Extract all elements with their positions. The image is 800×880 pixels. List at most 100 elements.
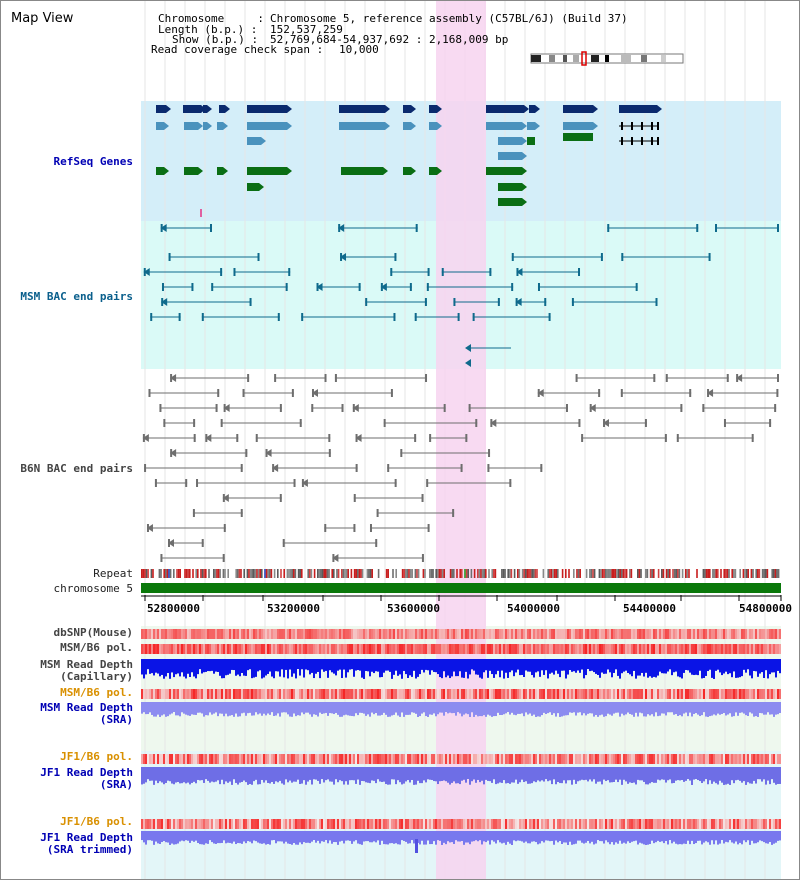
track-label-msm-bac[interactable]: MSM BAC end pairs — [20, 290, 133, 303]
heat-cell — [215, 819, 217, 829]
depth-bar — [141, 702, 143, 714]
heat-cell — [529, 754, 531, 764]
depth-bar — [357, 702, 359, 716]
depth-bar — [727, 659, 729, 675]
heat-cell — [433, 644, 435, 654]
depth-bar — [579, 702, 581, 713]
repeat-segment — [467, 569, 469, 578]
heat-cell — [765, 629, 767, 639]
gene-exon — [498, 198, 522, 206]
heat-cell — [417, 689, 419, 699]
track-label-jf1-b6-pol-2[interactable]: JF1/B6 pol. — [60, 815, 133, 828]
depth-bar — [149, 767, 151, 781]
track-label-msm-read-depth-sra[interactable]: MSM Read Depth — [40, 701, 133, 714]
bac-end — [390, 389, 393, 397]
depth-bar — [501, 831, 503, 844]
depth-bar — [445, 659, 447, 678]
repeat-segment — [165, 569, 167, 578]
heat-cell — [597, 644, 599, 654]
track-label-refseq[interactable]: RefSeq Genes — [53, 155, 133, 168]
depth-bar — [351, 659, 353, 670]
depth-bar — [189, 831, 191, 843]
heat-cell — [159, 644, 161, 654]
depth-bar — [413, 702, 415, 713]
heat-cell — [391, 629, 393, 639]
depth-bar — [755, 659, 757, 672]
repeat-segment — [430, 569, 433, 578]
bac-end — [193, 434, 196, 442]
depth-bar — [389, 702, 391, 717]
depth-bar — [157, 767, 159, 784]
depth-bar — [441, 767, 443, 781]
depth-bar — [743, 702, 745, 714]
bac-end — [285, 283, 288, 291]
heat-cell — [559, 819, 561, 829]
depth-bar — [717, 702, 719, 714]
heat-cell — [253, 689, 255, 699]
heat-cell — [181, 754, 183, 764]
heat-cell — [443, 629, 445, 639]
heat-cell — [339, 819, 341, 829]
bac-end — [393, 313, 396, 321]
heat-cell — [755, 644, 757, 654]
depth-bar — [239, 767, 241, 783]
depth-bar — [227, 702, 229, 717]
heat-cell — [319, 819, 321, 829]
track-label-dbsnp[interactable]: dbSNP(Mouse) — [53, 626, 133, 639]
repeat-segment — [249, 569, 252, 578]
depth-bar — [731, 702, 733, 717]
heat-cell — [581, 754, 583, 764]
track-label-msm-b6-pol-2[interactable]: MSM/B6 pol. — [60, 686, 133, 699]
heat-cell — [329, 644, 331, 654]
bac-end — [414, 313, 417, 321]
track-label-repeat[interactable]: Repeat — [93, 567, 133, 580]
repeat-segment — [224, 569, 226, 578]
depth-bar — [601, 831, 603, 842]
depth-bar — [343, 702, 345, 716]
heat-cell — [709, 629, 711, 639]
heat-cell — [605, 629, 607, 639]
heat-cell — [445, 644, 447, 654]
depth-bar — [237, 831, 239, 844]
heat-cell — [253, 819, 255, 829]
repeat-segment — [213, 569, 215, 578]
depth-bar — [587, 767, 589, 782]
depth-bar — [439, 767, 441, 782]
depth-bar — [583, 659, 585, 679]
track-label-msm-b6-pol[interactable]: MSM/B6 pol. — [60, 641, 133, 654]
track-label-jf1-read-depth-sra[interactable]: JF1 Read Depth — [40, 766, 133, 779]
depth-bar — [659, 831, 661, 842]
track-label-msm-read-depth-capillary[interactable]: MSM Read Depth — [40, 658, 133, 671]
heat-cell — [349, 644, 351, 654]
heat-cell — [389, 689, 391, 699]
heat-cell — [749, 629, 751, 639]
heat-cell — [453, 819, 455, 829]
repeat-segment — [616, 569, 618, 578]
heat-cell — [493, 819, 495, 829]
heat-cell — [339, 689, 341, 699]
depth-bar — [287, 702, 289, 715]
depth-bar — [263, 767, 265, 783]
track-label-jf1-b6-pol[interactable]: JF1/B6 pol. — [60, 750, 133, 763]
heat-cell — [637, 629, 639, 639]
heat-cell — [281, 754, 283, 764]
heat-cell — [207, 754, 209, 764]
heat-cell — [727, 754, 729, 764]
depth-bar — [555, 767, 557, 785]
depth-bar — [701, 702, 703, 716]
track-label-b6n-bac[interactable]: B6N BAC end pairs — [20, 462, 133, 475]
track-label-chromosome[interactable]: chromosome 5 — [53, 582, 133, 595]
repeat-segment — [550, 569, 553, 578]
heat-cell — [179, 754, 181, 764]
heat-cell — [739, 754, 741, 764]
depth-bar — [285, 831, 287, 842]
depth-bar — [643, 659, 645, 677]
heat-cell — [255, 644, 257, 654]
heat-cell — [233, 629, 235, 639]
heat-cell — [521, 644, 523, 654]
heat-cell — [721, 644, 723, 654]
track-label-jf1-read-depth-trimmed[interactable]: JF1 Read Depth — [40, 831, 133, 844]
depth-bar — [775, 767, 777, 785]
depth-bar — [257, 702, 259, 715]
